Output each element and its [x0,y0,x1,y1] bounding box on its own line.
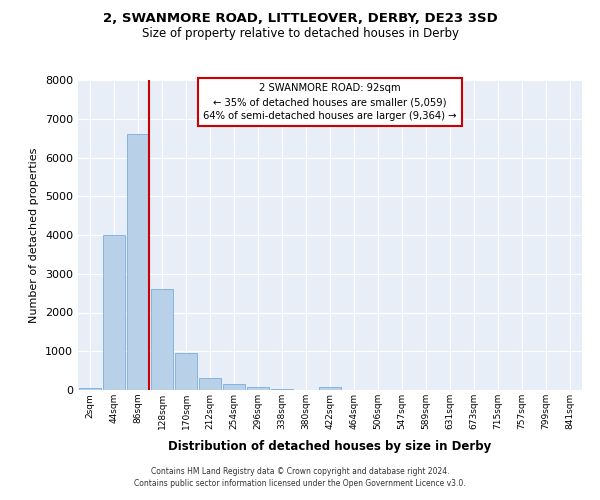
Y-axis label: Number of detached properties: Number of detached properties [29,148,40,322]
Bar [79,388,101,390]
Bar [127,134,149,390]
Bar [175,353,197,390]
Text: 2, SWANMORE ROAD, LITTLEOVER, DERBY, DE23 3SD: 2, SWANMORE ROAD, LITTLEOVER, DERBY, DE2… [103,12,497,26]
X-axis label: Distribution of detached houses by size in Derby: Distribution of detached houses by size … [169,440,491,454]
Bar [271,389,293,390]
Text: 2 SWANMORE ROAD: 92sqm
← 35% of detached houses are smaller (5,059)
64% of semi-: 2 SWANMORE ROAD: 92sqm ← 35% of detached… [203,83,457,121]
Bar [247,387,269,390]
Bar [151,289,173,390]
Text: Contains HM Land Registry data © Crown copyright and database right 2024.
Contai: Contains HM Land Registry data © Crown c… [134,466,466,487]
Bar [319,387,341,390]
Bar [103,235,125,390]
Bar [223,384,245,390]
Text: Size of property relative to detached houses in Derby: Size of property relative to detached ho… [142,28,458,40]
Bar [199,378,221,390]
